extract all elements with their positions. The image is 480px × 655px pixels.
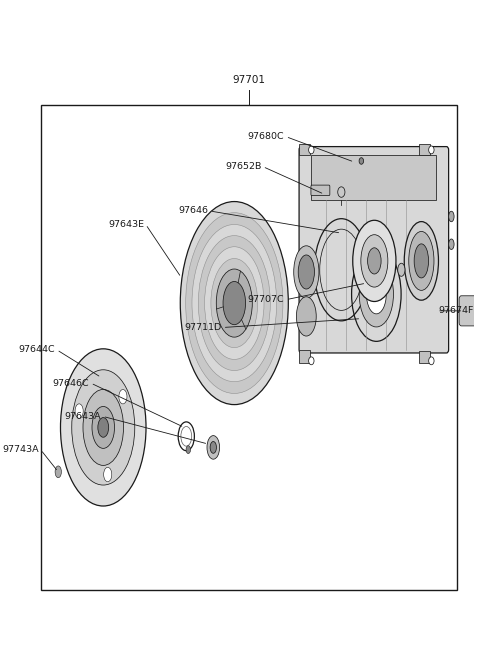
Bar xyxy=(299,143,311,155)
Text: 97646: 97646 xyxy=(178,206,208,215)
Ellipse shape xyxy=(361,234,388,287)
Ellipse shape xyxy=(429,357,434,365)
Ellipse shape xyxy=(294,246,319,298)
Ellipse shape xyxy=(398,263,405,276)
Ellipse shape xyxy=(192,225,276,382)
Ellipse shape xyxy=(83,390,123,466)
Text: 97646C: 97646C xyxy=(53,379,89,388)
Ellipse shape xyxy=(449,212,454,222)
Ellipse shape xyxy=(207,436,219,459)
Ellipse shape xyxy=(449,239,454,250)
Ellipse shape xyxy=(368,248,381,274)
Ellipse shape xyxy=(476,299,480,323)
Ellipse shape xyxy=(186,213,283,394)
Ellipse shape xyxy=(210,441,216,453)
Text: 97644C: 97644C xyxy=(19,345,55,354)
Text: 97701: 97701 xyxy=(233,75,266,85)
Ellipse shape xyxy=(119,390,127,404)
Text: 97743A: 97743A xyxy=(2,445,39,454)
Ellipse shape xyxy=(204,247,264,360)
Bar xyxy=(41,105,457,590)
Text: 97674F: 97674F xyxy=(438,307,474,315)
Ellipse shape xyxy=(55,466,61,477)
Ellipse shape xyxy=(104,467,112,481)
Text: 97711D: 97711D xyxy=(184,323,221,332)
Text: 97643A: 97643A xyxy=(65,412,101,421)
Bar xyxy=(312,155,436,200)
Ellipse shape xyxy=(359,261,394,327)
Bar xyxy=(299,350,311,363)
Ellipse shape xyxy=(353,220,396,301)
Ellipse shape xyxy=(75,404,83,419)
FancyBboxPatch shape xyxy=(459,296,480,326)
Bar xyxy=(419,143,431,155)
Ellipse shape xyxy=(297,297,316,336)
Ellipse shape xyxy=(414,244,429,278)
Ellipse shape xyxy=(366,274,386,314)
Ellipse shape xyxy=(309,146,314,154)
Ellipse shape xyxy=(92,407,115,449)
Text: 97652B: 97652B xyxy=(225,162,261,171)
Bar xyxy=(419,351,431,363)
Text: 97643E: 97643E xyxy=(108,220,144,229)
Ellipse shape xyxy=(186,445,191,453)
Ellipse shape xyxy=(409,231,434,290)
Ellipse shape xyxy=(359,158,363,164)
Ellipse shape xyxy=(180,202,288,405)
Ellipse shape xyxy=(404,221,438,300)
Ellipse shape xyxy=(198,236,270,371)
Ellipse shape xyxy=(338,187,345,197)
Ellipse shape xyxy=(60,349,146,506)
Ellipse shape xyxy=(72,370,135,485)
Ellipse shape xyxy=(298,255,314,289)
Ellipse shape xyxy=(211,259,258,348)
Text: 97680C: 97680C xyxy=(248,132,284,141)
Ellipse shape xyxy=(429,146,434,154)
Text: 97707C: 97707C xyxy=(248,295,284,304)
Ellipse shape xyxy=(98,418,108,438)
Ellipse shape xyxy=(309,357,314,365)
Ellipse shape xyxy=(216,269,252,337)
Ellipse shape xyxy=(223,282,246,325)
Ellipse shape xyxy=(351,247,401,341)
FancyBboxPatch shape xyxy=(299,147,449,353)
FancyBboxPatch shape xyxy=(311,185,330,196)
